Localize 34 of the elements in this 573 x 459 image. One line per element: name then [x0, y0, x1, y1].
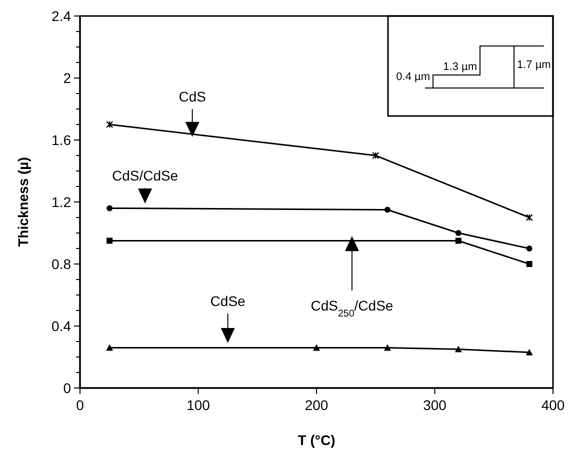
point	[106, 205, 113, 212]
annotation: 1.7 µm	[517, 59, 551, 71]
x-tick-label: 100	[186, 397, 210, 413]
x-tick-label: 200	[304, 397, 328, 413]
point	[455, 238, 462, 244]
y-tick-label: 2	[63, 70, 72, 86]
x-tick-label: 300	[423, 397, 447, 413]
annotation: 1.3 µm	[443, 61, 477, 73]
point	[384, 206, 390, 213]
point	[526, 348, 533, 356]
y-tick-label: 0.4	[52, 318, 72, 334]
point	[106, 238, 113, 244]
y-tick-label: 2.4	[52, 8, 72, 24]
y-tick-label: 0	[63, 380, 72, 396]
y-tick-label: 0.8	[52, 256, 72, 272]
annotation: 0.4 µm	[396, 71, 430, 83]
x-tick-label: 400	[541, 397, 565, 413]
text: CdS	[178, 88, 206, 104]
point	[526, 261, 532, 267]
point	[106, 344, 114, 351]
x-tick-label: 0	[76, 397, 84, 413]
text: CdS$_{250}$/CdSe	[310, 298, 394, 319]
y-tick-label: 1.6	[52, 132, 72, 148]
y-axis-title: Thickness (µ)	[15, 157, 31, 247]
point	[372, 152, 380, 160]
point	[313, 344, 320, 351]
point	[384, 344, 391, 351]
x-axis-title: T (°C)	[298, 432, 336, 448]
series-label: CdS/CdSe	[112, 167, 178, 184]
y-tick-label: 1.2	[52, 194, 72, 210]
text: CdSe	[210, 292, 246, 309]
point	[526, 246, 532, 252]
point	[455, 230, 462, 236]
point	[454, 346, 462, 352]
